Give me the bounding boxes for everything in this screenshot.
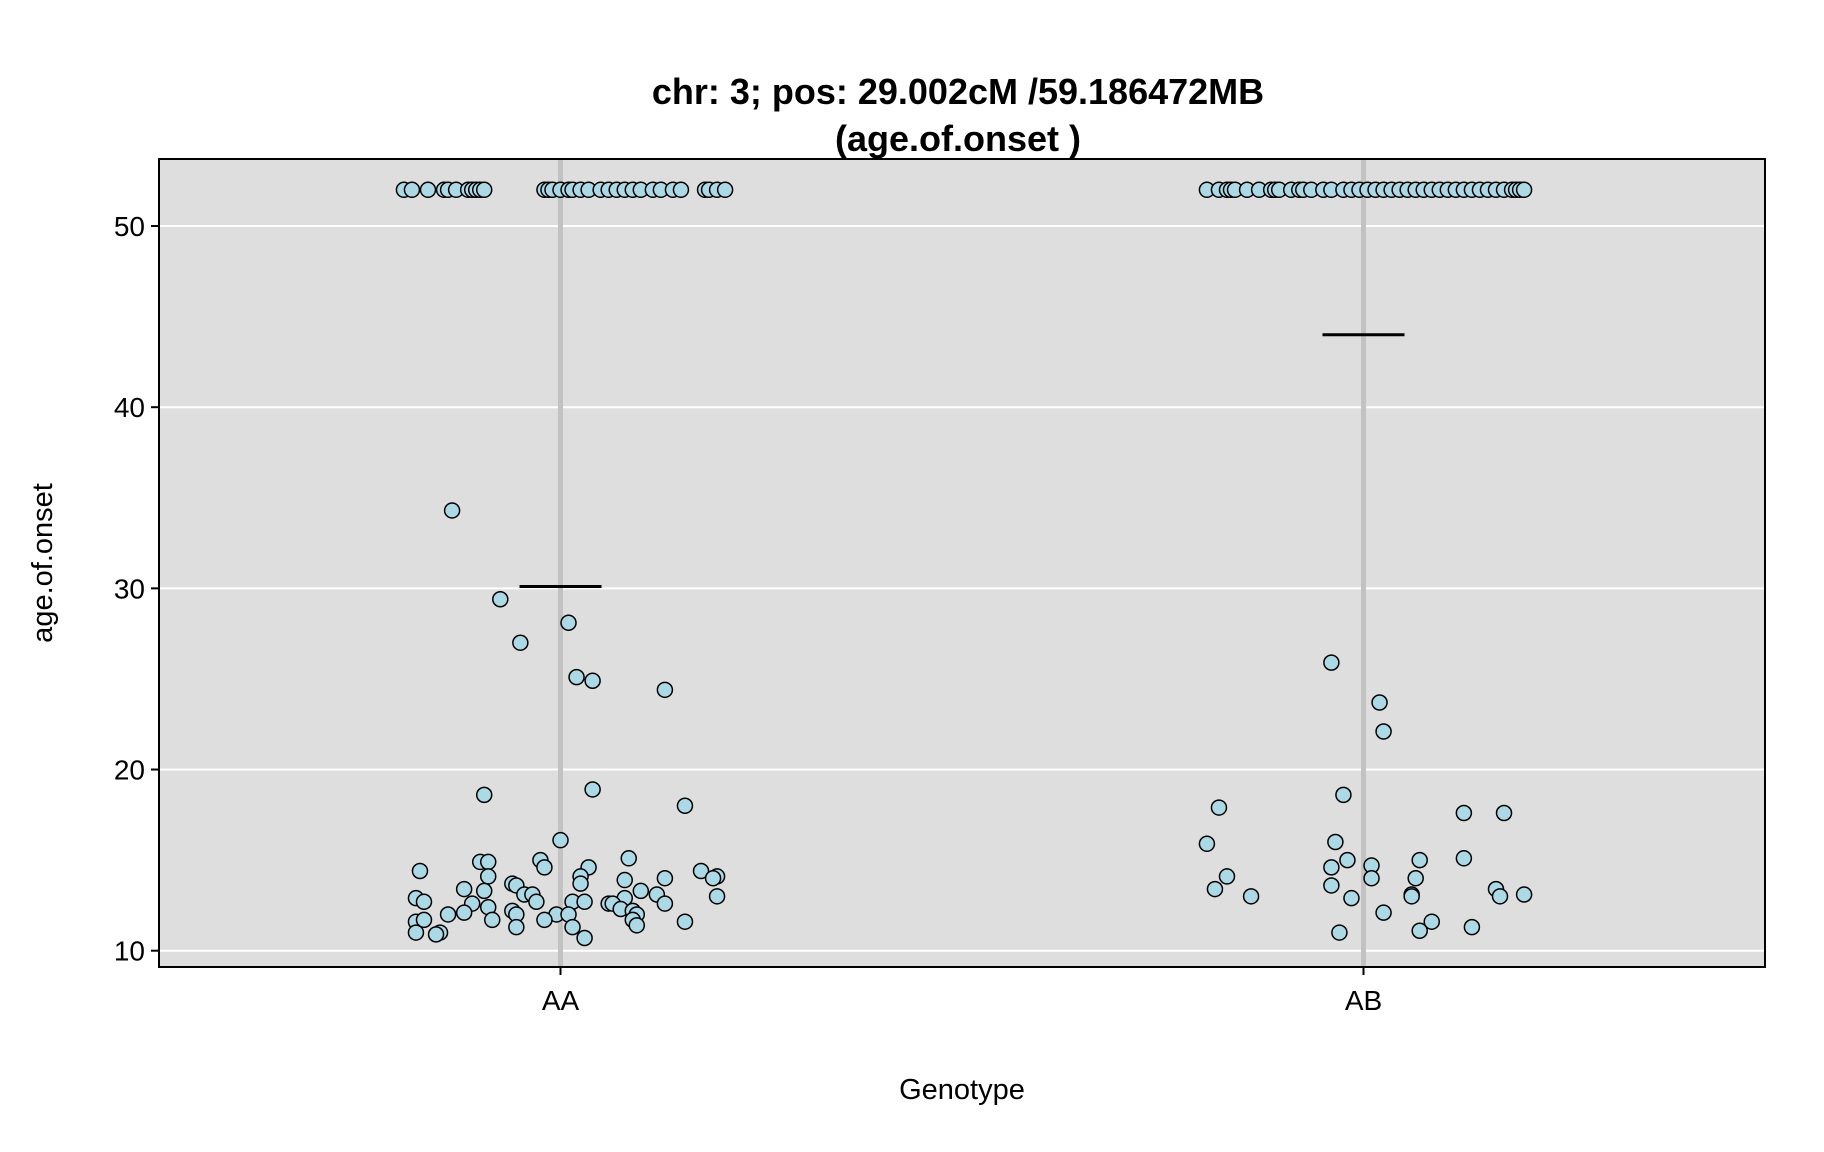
- data-point-AA: [572, 875, 589, 892]
- data-point-AA: [508, 918, 525, 936]
- data-point-AB: [1411, 922, 1428, 940]
- data-point-AA: [411, 862, 429, 880]
- chart-title-line-1: chr: 3; pos: 29.002cM /59.186472MB: [652, 71, 1264, 112]
- data-point-AB: [1363, 869, 1380, 887]
- data-point-AB: [1495, 804, 1513, 822]
- data-point-AA: [475, 882, 493, 900]
- data-point-AB: [1423, 913, 1441, 930]
- data-point-AB: [1375, 904, 1392, 921]
- data-point-AB: [1371, 694, 1388, 711]
- y-tick-label: 50: [114, 211, 145, 242]
- data-point-AA: [576, 929, 593, 947]
- data-point-AA: [704, 869, 722, 887]
- data-point-AA: [552, 831, 569, 849]
- data-point-AA: [427, 926, 445, 943]
- data-point-AA: [439, 906, 457, 923]
- plot-panel: [159, 159, 1765, 967]
- data-point-AA: [692, 862, 710, 880]
- data-point-AA: [676, 913, 694, 930]
- data-point-AA: [455, 880, 473, 898]
- data-point-AB: [1455, 804, 1473, 822]
- data-point-AA: [475, 181, 493, 199]
- data-point-AB: [1323, 877, 1340, 894]
- y-axis-label: age.of.onset: [27, 483, 59, 643]
- x-axis-label: Genotype: [899, 1074, 1025, 1106]
- data-point-AA: [443, 502, 461, 519]
- data-point-AA: [419, 181, 437, 199]
- data-point-AA: [568, 668, 585, 686]
- data-point-AB: [1515, 886, 1533, 903]
- data-point-AA: [656, 869, 674, 887]
- data-point-AA: [479, 853, 497, 871]
- data-point-AA: [536, 859, 553, 876]
- data-point-AA: [620, 850, 638, 867]
- x-axis-ticks: AA AB: [542, 967, 1382, 1016]
- data-point-AA: [407, 924, 425, 941]
- data-point-AB: [1339, 851, 1356, 869]
- data-point-AA: [564, 918, 581, 936]
- chart-title-line-2: (age.of.onset ): [835, 118, 1081, 159]
- gridlines: [159, 225, 1765, 952]
- data-point-AB: [1198, 835, 1216, 853]
- x-tick-label-AB: AB: [1345, 985, 1382, 1016]
- y-tick-label: 10: [114, 936, 145, 967]
- data-point-AB: [1407, 869, 1424, 887]
- y-tick-label: 20: [114, 755, 145, 786]
- data-point-AA: [656, 681, 674, 699]
- data-point-AA: [528, 893, 545, 911]
- data-point-AA: [576, 893, 593, 911]
- data-point-AB: [1515, 181, 1533, 199]
- y-tick-label: 30: [114, 573, 145, 604]
- data-point-AA: [403, 181, 421, 199]
- data-point-AA: [676, 797, 694, 815]
- data-point-AB: [1491, 888, 1509, 905]
- data-point-AA: [616, 871, 633, 889]
- data-point-AA: [512, 634, 529, 651]
- data-point-AA: [455, 904, 473, 921]
- data-point-AA: [672, 181, 690, 199]
- data-point-AA: [536, 911, 553, 929]
- data-point-AA: [492, 590, 509, 608]
- data-point-AB: [1375, 723, 1392, 740]
- data-point-AA: [628, 917, 646, 934]
- data-point-AB: [1455, 850, 1473, 867]
- data-point-AA: [415, 911, 433, 929]
- data-point-AB: [1210, 799, 1228, 816]
- data-point-AA: [584, 672, 601, 690]
- data-point-AB: [1343, 889, 1360, 907]
- data-point-AB: [1218, 868, 1236, 885]
- mean-markers: [519, 333, 1405, 589]
- data-point-AA: [415, 893, 433, 911]
- data-point-AB: [1206, 880, 1224, 898]
- data-point-AB: [1331, 924, 1348, 941]
- data-point-AB: [1327, 833, 1344, 851]
- data-point-AA: [483, 911, 501, 929]
- data-point-AA: [475, 786, 493, 804]
- data-point-AB: [1403, 888, 1420, 905]
- data-point-AB: [1323, 859, 1340, 876]
- data-points: [395, 181, 1533, 947]
- data-point-AB: [1335, 786, 1352, 804]
- data-point-AA: [584, 781, 601, 798]
- data-point-AA: [656, 895, 674, 912]
- data-point-AB: [1323, 654, 1340, 671]
- data-point-AA: [479, 868, 497, 885]
- data-point-AA: [708, 888, 726, 905]
- data-point-AA: [560, 614, 577, 632]
- y-axis-ticks: 10 20 30 40 50: [114, 211, 159, 967]
- data-point-AB: [1411, 851, 1428, 869]
- data-point-AB: [1242, 888, 1260, 905]
- x-tick-label-AA: AA: [542, 985, 580, 1016]
- data-point-AA: [632, 882, 650, 900]
- data-point-AB: [1463, 918, 1481, 936]
- y-tick-label: 40: [114, 392, 145, 423]
- data-point-AA: [716, 181, 734, 199]
- plot-border: [158, 158, 1766, 968]
